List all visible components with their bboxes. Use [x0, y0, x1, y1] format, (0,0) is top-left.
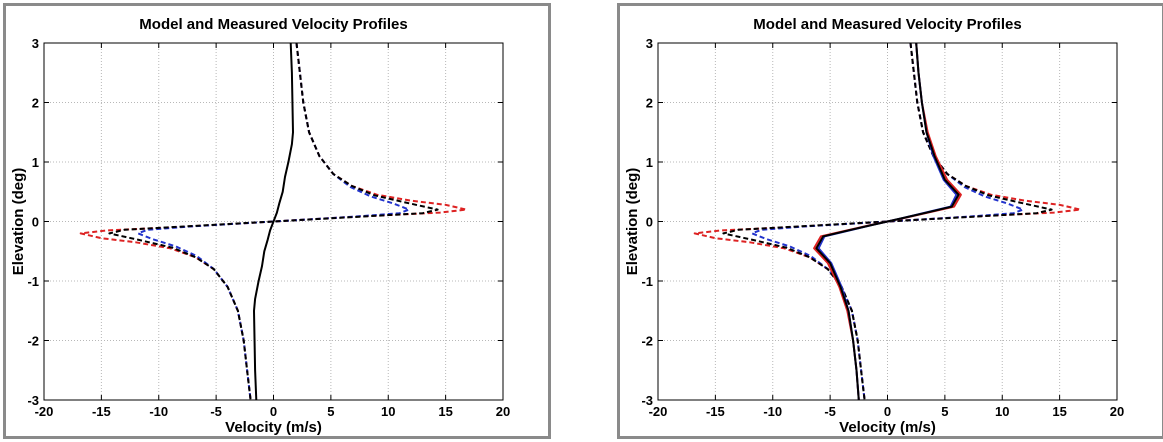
x-tick-label: 10 [995, 404, 1009, 419]
x-tick-label: 20 [496, 404, 510, 419]
y-tick-label: 2 [646, 96, 653, 111]
x-tick-label: -15 [92, 404, 111, 419]
y-tick-label: 2 [32, 96, 39, 111]
x-tick-label: -5 [824, 404, 836, 419]
y-tick-label: 3 [646, 36, 653, 51]
y-tick-label: -1 [27, 274, 39, 289]
y-tick-label: 1 [32, 155, 39, 170]
x-tick-label: 0 [884, 404, 891, 419]
y-tick-label: -2 [641, 334, 653, 349]
x-tick-label: 15 [438, 404, 452, 419]
x-tick-label: 0 [270, 404, 277, 419]
chart-title: Model and Measured Velocity Profiles [139, 16, 407, 33]
x-tick-label: -20 [35, 404, 54, 419]
y-tick-label: -2 [27, 334, 39, 349]
y-tick-label: -1 [641, 274, 653, 289]
measured-profile-line-5 [815, 42, 960, 401]
x-tick-label: -10 [149, 404, 168, 419]
x-tick-label: 5 [941, 404, 948, 419]
x-tick-label: -10 [763, 404, 782, 419]
plot-frame [43, 42, 504, 401]
chart-panel-right: -20 -15 -10 -5 0 5 10 15 20 -3 -2 -1 0 1 2 3 Model and M… [617, 3, 1163, 439]
model-profile-line-2 [108, 42, 439, 401]
x-tick-label: -20 [649, 404, 668, 419]
y-tick-label: 0 [32, 215, 39, 230]
chart-title: Model and Measured Velocity Profiles [753, 16, 1021, 33]
plot-frame [657, 42, 1118, 401]
x-tick-label: -5 [210, 404, 222, 419]
x-tick-label: 5 [327, 404, 334, 419]
x-tick-label: 20 [1110, 404, 1124, 419]
y-tick-label: 1 [646, 155, 653, 170]
x-tick-label: 10 [381, 404, 395, 419]
y-tick-label: 0 [646, 215, 653, 230]
x-tick-label: -15 [706, 404, 725, 419]
x-axis-label: Velocity (m/s) [839, 419, 936, 436]
x-axis-label: Velocity (m/s) [225, 419, 322, 436]
y-tick-label: -3 [641, 393, 653, 408]
y-tick-label: -3 [27, 393, 39, 408]
x-tick-label: 15 [1052, 404, 1066, 419]
y-tick-label: 3 [32, 36, 39, 51]
chart-panel-left: -20 -15 -10 -5 0 5 10 15 20 -3 -2 -1 0 1 2 3 Model and M… [3, 3, 551, 439]
y-axis-label: Elevation (deg) [10, 168, 27, 276]
y-axis-label: Elevation (deg) [624, 168, 641, 276]
measured-profile-line-3 [253, 42, 294, 401]
